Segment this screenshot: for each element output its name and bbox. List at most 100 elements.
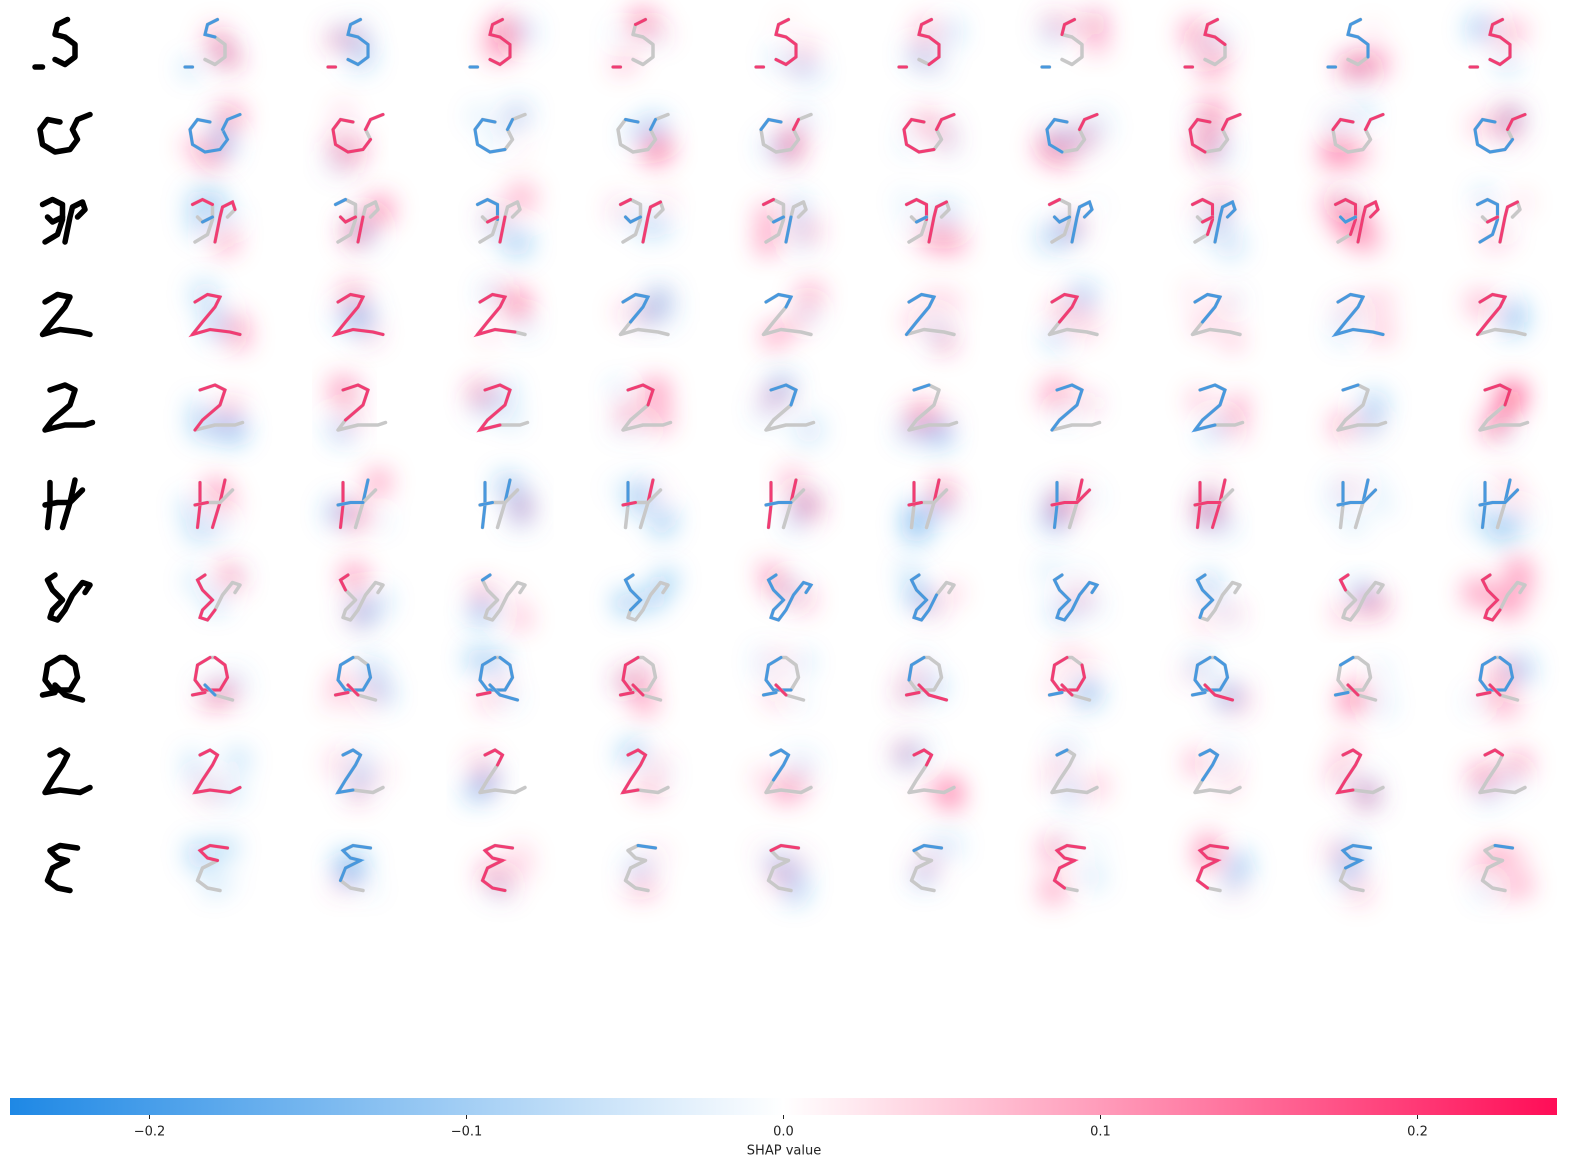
shap-blob bbox=[1368, 690, 1394, 717]
shap-stroke bbox=[1191, 691, 1207, 697]
image-cell bbox=[328, 376, 388, 443]
shap-stroke bbox=[1361, 478, 1370, 504]
shap-stroke bbox=[188, 117, 230, 154]
image-cell bbox=[1329, 383, 1388, 442]
image-cell bbox=[44, 572, 93, 623]
shap-blob bbox=[936, 290, 962, 316]
shap-blob bbox=[346, 750, 375, 779]
shap-blob bbox=[1343, 481, 1357, 495]
shap-blob bbox=[333, 103, 353, 124]
shap-blob bbox=[513, 21, 537, 45]
digit-stroke bbox=[42, 382, 96, 433]
shap-heatmap bbox=[325, 659, 394, 712]
shap-heatmap bbox=[325, 749, 388, 804]
shap-blob bbox=[651, 302, 676, 327]
digit-stroke bbox=[39, 291, 93, 338]
shap-blob bbox=[780, 469, 803, 492]
shap-stroke bbox=[641, 200, 662, 244]
shap-stroke bbox=[336, 656, 373, 692]
shap-blob bbox=[1469, 857, 1489, 877]
shap-blob bbox=[1354, 782, 1382, 810]
image-cell bbox=[1041, 476, 1099, 532]
shap-blob bbox=[648, 407, 672, 431]
shap-stroke bbox=[1473, 117, 1514, 154]
shap-stroke bbox=[626, 383, 655, 407]
shap-blob bbox=[325, 749, 353, 778]
image-cell bbox=[473, 283, 534, 342]
digit-stroke bbox=[1480, 843, 1515, 893]
image-cell bbox=[1044, 738, 1108, 809]
shap-blob bbox=[327, 31, 345, 49]
shap-heatmap bbox=[901, 476, 955, 544]
image-cell bbox=[325, 468, 392, 531]
digit-stroke bbox=[42, 487, 86, 508]
shap-stroke bbox=[1201, 215, 1214, 224]
shap-blob bbox=[1490, 19, 1519, 48]
shap-blob bbox=[1469, 508, 1491, 530]
image-cell bbox=[1469, 843, 1532, 899]
shap-blob bbox=[1194, 830, 1221, 857]
shap-stroke bbox=[488, 683, 519, 702]
shap-stroke bbox=[334, 198, 347, 206]
shap-blob bbox=[755, 845, 770, 859]
shap-stroke bbox=[1193, 292, 1223, 324]
shap-blob bbox=[1506, 297, 1524, 315]
shap-blob bbox=[1513, 495, 1526, 508]
shap-stroke bbox=[481, 573, 492, 582]
shap-stroke bbox=[1078, 113, 1099, 131]
image-cell bbox=[37, 111, 93, 155]
image-cell bbox=[1467, 748, 1531, 804]
shap-blob bbox=[180, 497, 201, 518]
shap-blob bbox=[641, 378, 670, 406]
shap-blob bbox=[1040, 837, 1069, 866]
image-cell bbox=[623, 843, 668, 898]
shap-blob bbox=[918, 223, 946, 251]
shap-blob bbox=[643, 585, 666, 608]
shap-blob bbox=[786, 751, 816, 781]
image-cell bbox=[897, 17, 962, 76]
shap-blob bbox=[375, 767, 388, 780]
image-cell bbox=[761, 281, 824, 348]
shap-stroke bbox=[935, 113, 956, 131]
shap-blob bbox=[187, 768, 204, 785]
digit-stroke bbox=[1336, 655, 1373, 692]
shap-blob bbox=[350, 387, 361, 399]
shap-blob bbox=[639, 114, 668, 142]
shap-blob bbox=[1041, 561, 1060, 581]
shap-heatmap bbox=[906, 18, 962, 76]
shap-heatmap bbox=[1466, 654, 1535, 719]
image-cell bbox=[612, 478, 677, 538]
shap-stroke bbox=[193, 501, 209, 507]
shap-blob bbox=[1506, 751, 1531, 776]
shap-stroke bbox=[201, 215, 214, 224]
shap-stroke bbox=[498, 215, 507, 244]
image-cell bbox=[904, 288, 962, 353]
shap-stroke bbox=[473, 292, 517, 338]
shap-heatmap bbox=[755, 845, 809, 903]
image-cell bbox=[1047, 647, 1103, 708]
digit-stroke bbox=[616, 117, 658, 154]
shap-stroke bbox=[1213, 199, 1237, 244]
shap-blob bbox=[794, 772, 808, 786]
shap-blob bbox=[1180, 19, 1209, 48]
shap-heatmap bbox=[614, 285, 676, 327]
image-cell bbox=[464, 748, 527, 802]
shap-stroke bbox=[1493, 844, 1514, 850]
shap-blob bbox=[1373, 665, 1386, 678]
image-cell bbox=[1333, 573, 1389, 623]
shap-stroke bbox=[917, 18, 941, 66]
shap-heatmap bbox=[464, 645, 516, 708]
shap-blob bbox=[926, 316, 937, 327]
shap-stroke bbox=[1503, 478, 1512, 504]
digit-stroke bbox=[62, 199, 88, 245]
shap-heatmap bbox=[623, 846, 668, 898]
shap-blob bbox=[616, 402, 640, 427]
image-cell bbox=[893, 738, 963, 810]
shap-stroke bbox=[195, 573, 217, 622]
image-cell bbox=[325, 655, 394, 712]
image-cell bbox=[1328, 476, 1389, 533]
shap-blob bbox=[796, 41, 814, 59]
shap-blob bbox=[1327, 764, 1346, 784]
shap-stroke bbox=[478, 501, 494, 507]
shap-blob bbox=[1356, 106, 1373, 123]
